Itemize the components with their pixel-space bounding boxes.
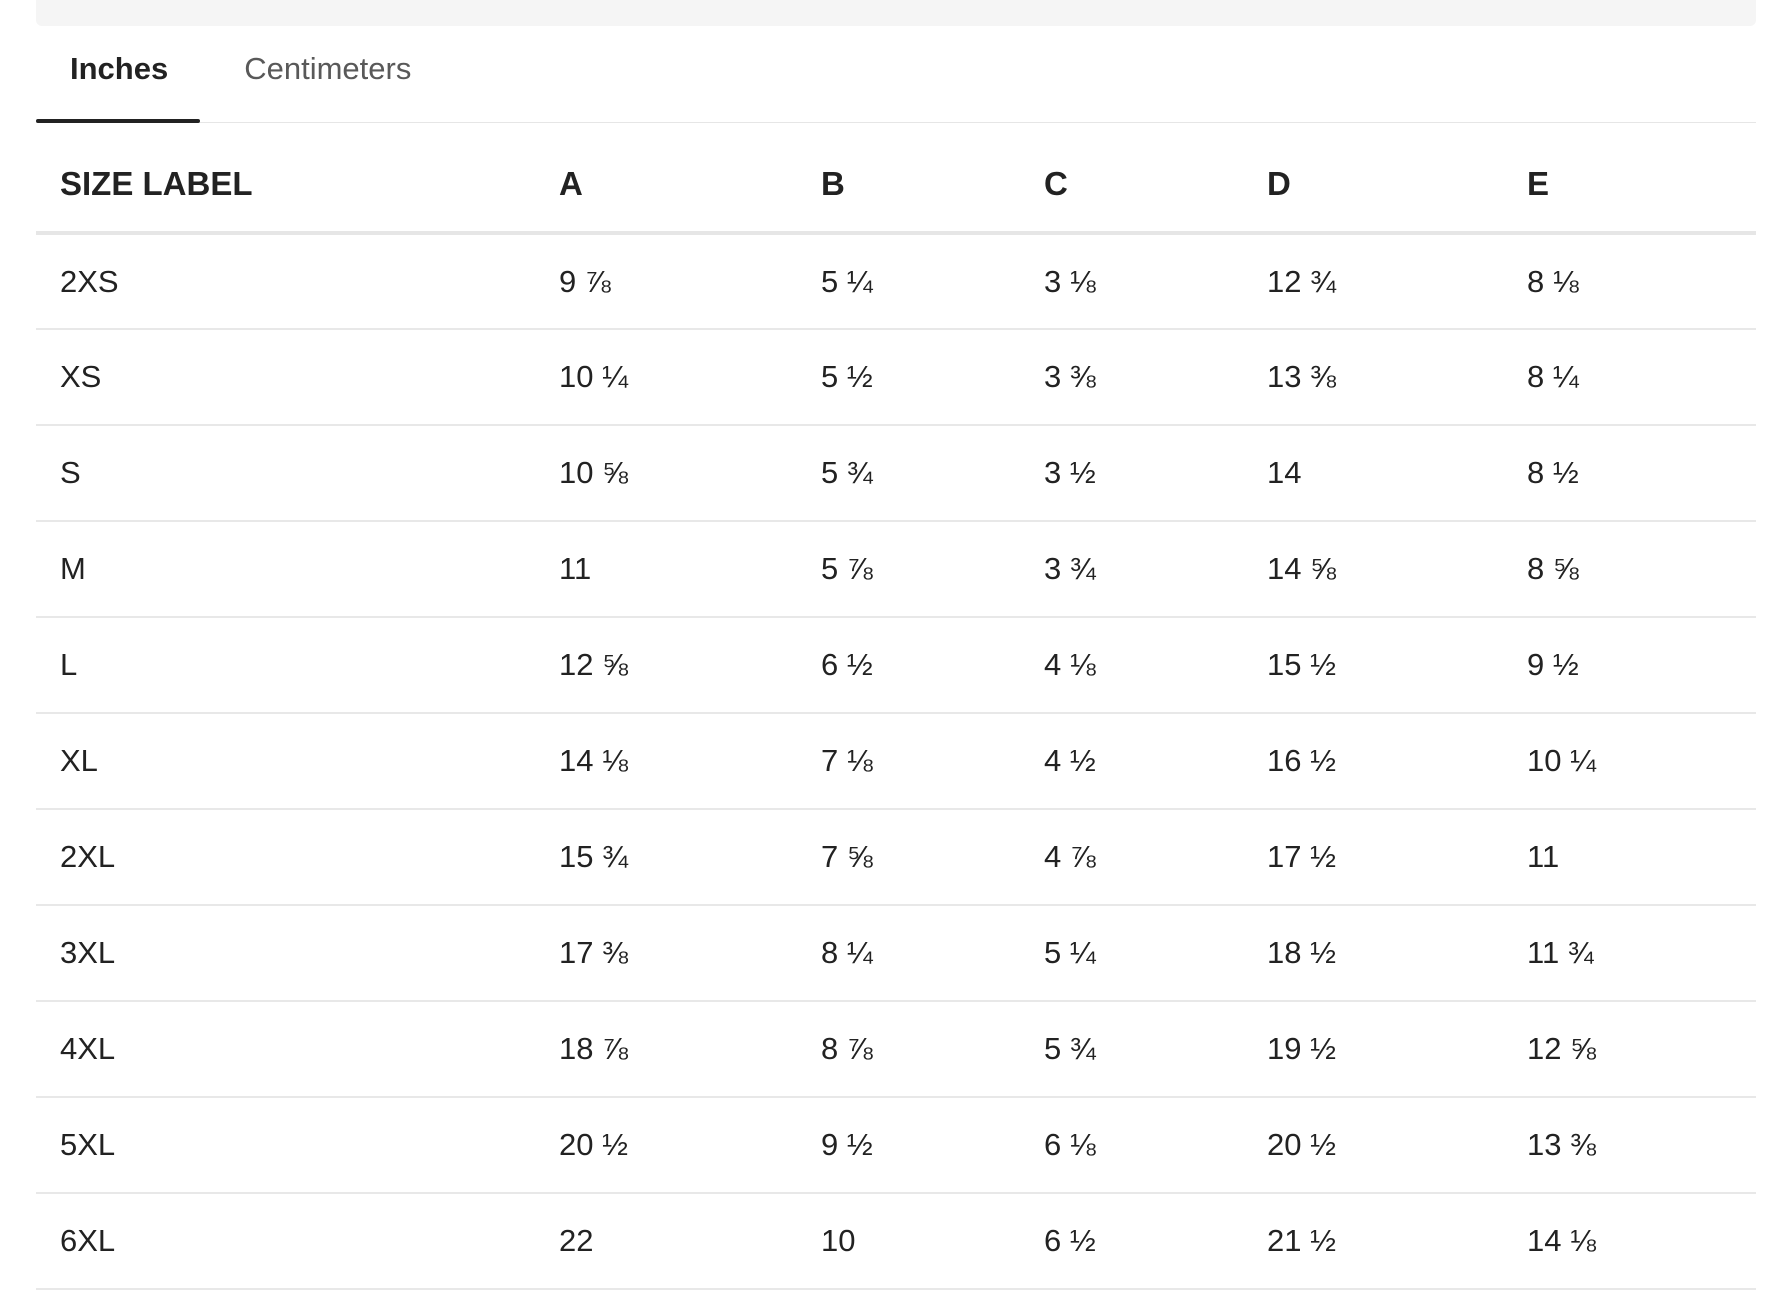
cell-d: 12 ¾ <box>1267 233 1527 330</box>
header-e: E <box>1527 123 1756 235</box>
tab-inches[interactable]: Inches <box>36 26 201 123</box>
cell-e: 8 ⅝ <box>1527 521 1756 618</box>
cell-size: XS <box>36 329 559 426</box>
cell-d: 14 ⅝ <box>1267 521 1527 618</box>
cell-a: 9 ⅞ <box>559 233 821 330</box>
cell-a: 18 ⅞ <box>559 1001 821 1098</box>
cell-e: 14 ⅛ <box>1527 1193 1756 1290</box>
tab-centimeters-label: Centimeters <box>244 51 412 86</box>
cell-a: 15 ¾ <box>559 809 821 906</box>
cell-b: 5 ¼ <box>821 233 1044 330</box>
cell-c: 6 ½ <box>1044 1193 1267 1290</box>
cell-d: 18 ½ <box>1267 905 1527 1002</box>
cell-d: 16 ½ <box>1267 713 1527 810</box>
table-row: 4XL 18 ⅞ 8 ⅞ 5 ¾ 19 ½ 12 ⅝ <box>36 1001 1756 1098</box>
table-row: 5XL 20 ½ 9 ½ 6 ⅛ 20 ½ 13 ⅜ <box>36 1097 1756 1194</box>
cell-c: 4 ⅛ <box>1044 617 1267 714</box>
cell-size: XL <box>36 713 559 810</box>
cell-a: 14 ⅛ <box>559 713 821 810</box>
table-row: XL 14 ⅛ 7 ⅛ 4 ½ 16 ½ 10 ¼ <box>36 713 1756 810</box>
cell-size: 3XL <box>36 905 559 1002</box>
cell-c: 5 ¾ <box>1044 1001 1267 1098</box>
cell-a: 22 <box>559 1193 821 1290</box>
table-row: L 12 ⅝ 6 ½ 4 ⅛ 15 ½ 9 ½ <box>36 617 1756 714</box>
cell-e: 8 ½ <box>1527 425 1756 522</box>
cell-e: 9 ½ <box>1527 617 1756 714</box>
header-a: A <box>559 123 821 235</box>
cell-size: S <box>36 425 559 522</box>
table-header-row: SIZE LABEL A B C D E <box>36 123 1756 235</box>
cell-size: L <box>36 617 559 714</box>
cell-a: 10 ¼ <box>559 329 821 426</box>
tab-inches-label: Inches <box>70 51 169 86</box>
header-b: B <box>821 123 1044 235</box>
cell-b: 8 ⅞ <box>821 1001 1044 1098</box>
unit-tabs: Inches Centimeters <box>36 26 1756 123</box>
cell-c: 5 ¼ <box>1044 905 1267 1002</box>
cell-d: 14 <box>1267 425 1527 522</box>
cell-size: M <box>36 521 559 618</box>
size-chart-panel: Inches Centimeters SIZE LABEL A B C D E <box>36 26 1756 1311</box>
table-row: S 10 ⅝ 5 ¾ 3 ½ 14 8 ½ <box>36 425 1756 522</box>
table-row: M 11 5 ⅞ 3 ¾ 14 ⅝ 8 ⅝ <box>36 521 1756 618</box>
cell-e: 11 <box>1527 809 1756 906</box>
cell-d: 15 ½ <box>1267 617 1527 714</box>
table-row: 3XL 17 ⅜ 8 ¼ 5 ¼ 18 ½ 11 ¾ <box>36 905 1756 1002</box>
header-size-label: SIZE LABEL <box>36 123 559 235</box>
cell-size: 4XL <box>36 1001 559 1098</box>
cell-size: 5XL <box>36 1097 559 1194</box>
cell-c: 4 ½ <box>1044 713 1267 810</box>
table-row: 6XL 22 10 6 ½ 21 ½ 14 ⅛ <box>36 1193 1756 1290</box>
cell-c: 3 ⅛ <box>1044 233 1267 330</box>
cell-e: 8 ⅛ <box>1527 233 1756 330</box>
cell-d: 21 ½ <box>1267 1193 1527 1290</box>
cell-b: 10 <box>821 1193 1044 1290</box>
table-row: 2XS 9 ⅞ 5 ¼ 3 ⅛ 12 ¾ 8 ⅛ <box>36 233 1756 330</box>
header-d: D <box>1267 123 1527 235</box>
cell-e: 13 ⅜ <box>1527 1097 1756 1194</box>
cell-b: 8 ¼ <box>821 905 1044 1002</box>
cell-c: 3 ½ <box>1044 425 1267 522</box>
cell-d: 20 ½ <box>1267 1097 1527 1194</box>
cell-b: 5 ¾ <box>821 425 1044 522</box>
tab-centimeters[interactable]: Centimeters <box>200 26 445 122</box>
cell-e: 8 ¼ <box>1527 329 1756 426</box>
cell-size: 6XL <box>36 1193 559 1290</box>
cell-a: 17 ⅜ <box>559 905 821 1002</box>
cell-size: 2XS <box>36 233 559 330</box>
header-c: C <box>1044 123 1267 235</box>
cell-c: 4 ⅞ <box>1044 809 1267 906</box>
cell-e: 12 ⅝ <box>1527 1001 1756 1098</box>
cell-size: 2XL <box>36 809 559 906</box>
cell-c: 6 ⅛ <box>1044 1097 1267 1194</box>
cell-a: 12 ⅝ <box>559 617 821 714</box>
cell-a: 20 ½ <box>559 1097 821 1194</box>
table-row: 2XL 15 ¾ 7 ⅝ 4 ⅞ 17 ½ 11 <box>36 809 1756 906</box>
cell-c: 3 ¾ <box>1044 521 1267 618</box>
cell-a: 11 <box>559 521 821 618</box>
cell-b: 7 ⅝ <box>821 809 1044 906</box>
cell-b: 5 ½ <box>821 329 1044 426</box>
size-table: SIZE LABEL A B C D E 2XS 9 ⅞ 5 ¼ 3 ⅛ 12 … <box>36 123 1756 1290</box>
cell-c: 3 ⅜ <box>1044 329 1267 426</box>
table-row: XS 10 ¼ 5 ½ 3 ⅜ 13 ⅜ 8 ¼ <box>36 329 1756 426</box>
cell-d: 17 ½ <box>1267 809 1527 906</box>
cell-d: 13 ⅜ <box>1267 329 1527 426</box>
cell-b: 9 ½ <box>821 1097 1044 1194</box>
cell-e: 11 ¾ <box>1527 905 1756 1002</box>
top-strip <box>36 0 1756 26</box>
cell-b: 6 ½ <box>821 617 1044 714</box>
cell-b: 5 ⅞ <box>821 521 1044 618</box>
cell-b: 7 ⅛ <box>821 713 1044 810</box>
cell-a: 10 ⅝ <box>559 425 821 522</box>
cell-e: 10 ¼ <box>1527 713 1756 810</box>
cell-d: 19 ½ <box>1267 1001 1527 1098</box>
